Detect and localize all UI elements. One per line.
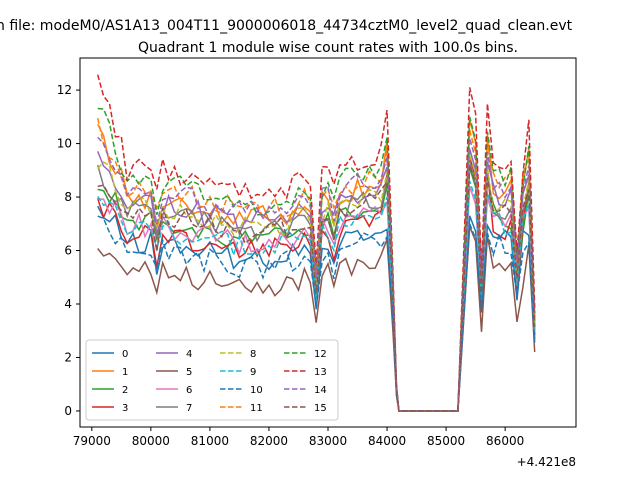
legend-label-2: 2 — [122, 385, 128, 396]
legend-label-5: 5 — [186, 367, 192, 378]
legend-label-14: 14 — [314, 385, 327, 396]
plot-area — [79, 57, 577, 428]
x-tick-label: 85000 — [427, 434, 465, 448]
legend-label-7: 7 — [186, 403, 192, 414]
y-tick-label: 10 — [57, 137, 72, 151]
y-tick-label: 8 — [64, 190, 72, 204]
legend-label-0: 0 — [122, 349, 128, 360]
x-tick-label: 82000 — [250, 434, 288, 448]
legend-frame — [85, 339, 339, 421]
x-tick-label: 81000 — [191, 434, 229, 448]
y-axis: 0 2 4 6 8 10 12 — [57, 83, 80, 418]
x-tick-label: 83000 — [309, 434, 347, 448]
legend-label-12: 12 — [314, 349, 327, 360]
legend-label-3: 3 — [122, 403, 128, 414]
series-line-13 — [96, 74, 536, 412]
legend-label-8: 8 — [250, 349, 256, 360]
figure-suptitle: n file: modeM0/AS1A13_004T11_9000006018_… — [0, 18, 573, 34]
legend-label-11: 11 — [250, 403, 263, 414]
y-tick-label: 0 — [64, 404, 72, 418]
x-tick-label: 79000 — [73, 434, 111, 448]
legend-label-4: 4 — [186, 349, 192, 360]
series-layer — [96, 74, 536, 412]
legend-label-13: 13 — [314, 367, 327, 378]
legend-label-9: 9 — [250, 367, 256, 378]
x-tick-label: 80000 — [132, 434, 170, 448]
series-line-10 — [97, 215, 536, 412]
x-offset-label: +4.421e8 — [517, 455, 576, 469]
chart-title: Quadrant 1 module wise count rates with … — [138, 40, 518, 56]
legend-label-10: 10 — [250, 385, 263, 396]
legend-label-15: 15 — [314, 403, 327, 414]
legend-label-1: 1 — [122, 367, 128, 378]
legend-label-6: 6 — [186, 385, 192, 396]
x-tick-label: 86000 — [486, 434, 524, 448]
x-axis: 79000 80000 81000 82000 83000 84000 85000 86000 — [73, 427, 524, 448]
y-tick-label: 2 — [64, 350, 72, 364]
series-line-15 — [97, 164, 536, 412]
y-tick-label: 4 — [64, 297, 72, 311]
y-tick-label: 12 — [57, 83, 72, 97]
y-tick-label: 6 — [64, 244, 72, 258]
x-tick-label: 84000 — [368, 434, 406, 448]
